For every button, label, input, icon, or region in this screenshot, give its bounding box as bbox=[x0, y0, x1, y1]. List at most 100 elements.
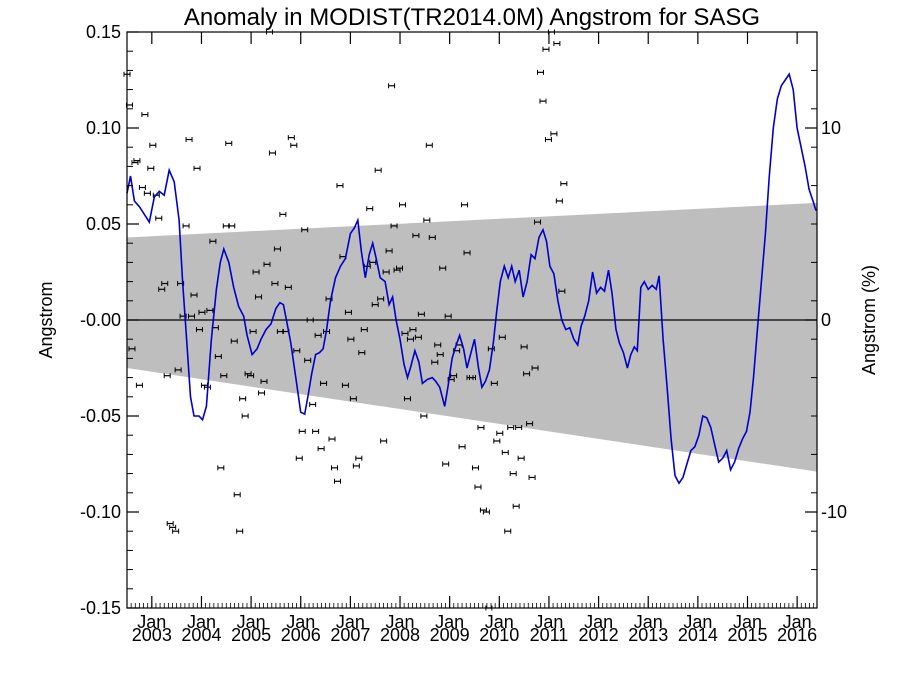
monthly-point bbox=[458, 444, 466, 450]
monthly-point bbox=[444, 313, 452, 319]
x-tick-month: Jan bbox=[485, 612, 514, 632]
monthly-point bbox=[225, 140, 233, 146]
left-tick-label: -0.15 bbox=[80, 598, 121, 618]
monthly-point bbox=[188, 313, 196, 319]
monthly-point bbox=[509, 471, 517, 477]
monthly-point bbox=[328, 436, 336, 442]
monthly-point bbox=[217, 465, 225, 471]
monthly-point bbox=[403, 396, 411, 402]
monthly-point bbox=[520, 344, 528, 350]
monthly-point bbox=[298, 428, 306, 434]
monthly-point bbox=[195, 327, 203, 333]
monthly-point bbox=[442, 461, 450, 467]
monthly-point bbox=[423, 217, 431, 223]
monthly-point bbox=[493, 438, 501, 444]
monthly-point bbox=[526, 421, 534, 427]
monthly-point bbox=[230, 338, 238, 344]
monthly-point bbox=[163, 373, 171, 379]
monthly-point bbox=[182, 223, 190, 229]
monthly-point bbox=[341, 382, 349, 388]
monthly-point bbox=[284, 284, 292, 290]
x-tick-month: Jan bbox=[336, 612, 365, 632]
left-axis-label: Angstrom bbox=[36, 281, 56, 358]
monthly-point bbox=[507, 425, 515, 431]
monthly-point bbox=[347, 336, 355, 342]
monthly-point bbox=[396, 265, 404, 271]
x-tick-month: Jan bbox=[634, 612, 663, 632]
monthly-point bbox=[228, 223, 236, 229]
x-tick-month: Jan bbox=[783, 612, 812, 632]
monthly-point bbox=[174, 367, 182, 373]
x-tick-month: Jan bbox=[733, 612, 762, 632]
monthly-point bbox=[436, 352, 444, 358]
monthly-point bbox=[482, 509, 490, 515]
x-tick-month: Jan bbox=[435, 612, 464, 632]
x-tick-year: 2008 bbox=[380, 625, 420, 645]
monthly-point bbox=[143, 190, 151, 196]
monthly-point bbox=[214, 353, 222, 359]
monthly-point bbox=[206, 307, 214, 313]
monthly-point bbox=[544, 137, 552, 143]
x-tick-year: 2015 bbox=[727, 625, 767, 645]
monthly-point bbox=[247, 373, 255, 379]
monthly-point bbox=[388, 83, 396, 89]
monthly-point bbox=[333, 478, 341, 484]
monthly-point bbox=[241, 413, 249, 419]
right-tick-label: -10 bbox=[821, 502, 847, 522]
monthly-point bbox=[279, 211, 287, 217]
x-axis: Jan2003Jan2004Jan2005Jan2006Jan2007Jan20… bbox=[126, 32, 817, 645]
left-tick-label: 0.15 bbox=[86, 22, 121, 42]
x-tick-month: Jan bbox=[187, 612, 216, 632]
x-tick-year: 2014 bbox=[678, 625, 718, 645]
monthly-point bbox=[417, 311, 425, 317]
monthly-point bbox=[304, 357, 312, 363]
monthly-point bbox=[555, 198, 563, 204]
monthly-point bbox=[366, 206, 374, 212]
monthly-point bbox=[371, 302, 379, 308]
monthly-point bbox=[409, 327, 417, 333]
x-tick-month: Jan bbox=[386, 612, 415, 632]
monthly-point bbox=[369, 259, 377, 265]
monthly-point bbox=[239, 396, 247, 402]
monthly-point bbox=[260, 378, 268, 384]
monthly-point bbox=[515, 425, 523, 431]
monthly-point bbox=[461, 202, 469, 208]
x-tick-month: Jan bbox=[683, 612, 712, 632]
monthly-point bbox=[268, 150, 276, 156]
monthly-point bbox=[135, 382, 143, 388]
monthly-point bbox=[193, 165, 201, 171]
monthly-point bbox=[355, 455, 363, 461]
x-tick-year: 2013 bbox=[628, 625, 668, 645]
monthly-point bbox=[141, 112, 149, 118]
left-y-axis: 0.15 0.10 0.05 -0.00 -0.05 -0.10 -0.15 bbox=[80, 22, 139, 618]
monthly-point bbox=[496, 430, 504, 436]
x-tick-year: 2003 bbox=[132, 625, 172, 645]
x-tick-year: 2009 bbox=[430, 625, 470, 645]
monthly-point bbox=[273, 246, 281, 252]
plot-area bbox=[123, 29, 818, 611]
monthly-point bbox=[498, 334, 506, 340]
monthly-point bbox=[166, 521, 174, 527]
monthly-point bbox=[169, 524, 177, 530]
monthly-point bbox=[330, 465, 338, 471]
left-tick-label: -0.05 bbox=[80, 406, 121, 426]
monthly-point bbox=[271, 281, 279, 287]
right-axis-label: Angstrom (%) bbox=[859, 265, 879, 375]
monthly-point bbox=[236, 528, 244, 534]
right-tick-label: 10 bbox=[821, 118, 841, 138]
monthly-point bbox=[172, 528, 180, 534]
x-tick-year: 2010 bbox=[479, 625, 519, 645]
monthly-point bbox=[249, 329, 257, 335]
monthly-point bbox=[320, 380, 328, 386]
monthly-point bbox=[471, 465, 479, 471]
monthly-point bbox=[539, 98, 547, 104]
monthly-point bbox=[147, 165, 155, 171]
monthly-point bbox=[474, 484, 482, 490]
left-tick-label: -0.10 bbox=[80, 502, 121, 522]
monthly-point bbox=[468, 375, 476, 381]
x-tick-month: Jan bbox=[137, 612, 166, 632]
monthly-point bbox=[523, 371, 531, 377]
monthly-point bbox=[477, 425, 485, 431]
monthly-point bbox=[161, 281, 169, 287]
monthly-point bbox=[309, 401, 317, 407]
